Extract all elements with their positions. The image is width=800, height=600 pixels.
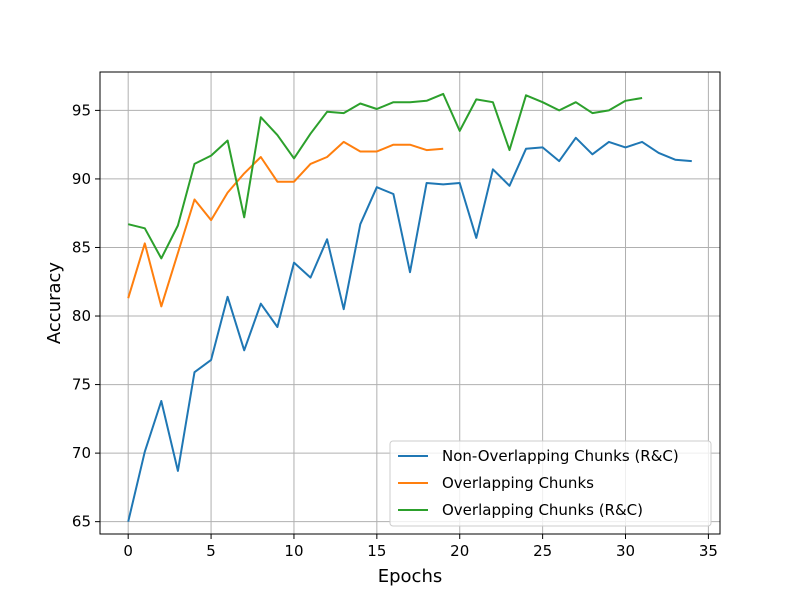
y-tick-label: 70 [72,444,91,462]
y-tick-label: 75 [72,376,91,394]
y-tick-label: 65 [72,513,91,531]
x-axis-label: Epochs [378,566,443,587]
x-tick-label: 10 [284,542,303,560]
plot-area-frame [99,71,721,535]
axis-ticks: 0 5 10 15 20 25 30 35 65 70 75 80 85 90 95 [72,101,718,560]
y-tick-label: 90 [72,170,91,188]
y-tick-label: 95 [72,101,91,119]
x-tick-label: 35 [699,542,718,560]
legend-label: Overlapping Chunks [442,474,594,492]
legend-box [389,440,712,527]
y-tick-label: 85 [72,238,91,256]
data-series [127,92,692,522]
y-tick-label: 80 [72,307,91,325]
x-tick-label: 20 [450,542,469,560]
x-tick-label: 15 [367,542,386,560]
series-line-1 [127,136,692,522]
x-tick-label: 25 [533,542,552,560]
x-tick-label: 30 [616,542,635,560]
legend-label: Overlapping Chunks (R&C) [442,501,643,519]
legend: Non-Overlapping Chunks (R&C) Overlapping … [389,440,712,527]
legend-label: Non-Overlapping Chunks (R&C) [442,447,679,465]
x-tick-label: 0 [123,542,133,560]
series-line-3 [127,92,643,260]
x-tick-label: 5 [206,542,216,560]
series-line-2 [127,140,444,308]
y-axis-label: Accuracy [44,262,65,345]
